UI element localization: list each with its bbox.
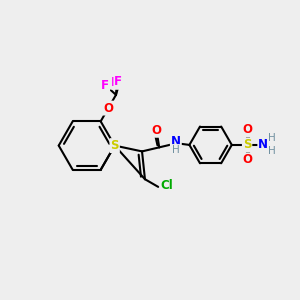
Text: O: O <box>152 124 162 137</box>
Text: F: F <box>101 79 109 92</box>
Text: F: F <box>111 76 119 89</box>
Text: F: F <box>114 75 122 88</box>
Text: N: N <box>171 136 181 148</box>
Text: Cl: Cl <box>160 179 173 193</box>
Text: O: O <box>103 102 113 115</box>
Text: N: N <box>258 138 268 152</box>
Text: H: H <box>172 145 180 155</box>
Text: S: S <box>110 139 119 152</box>
Text: O: O <box>242 153 252 167</box>
Text: S: S <box>243 138 251 152</box>
Text: H: H <box>268 146 276 156</box>
Text: O: O <box>242 123 252 136</box>
Text: H: H <box>268 134 276 143</box>
